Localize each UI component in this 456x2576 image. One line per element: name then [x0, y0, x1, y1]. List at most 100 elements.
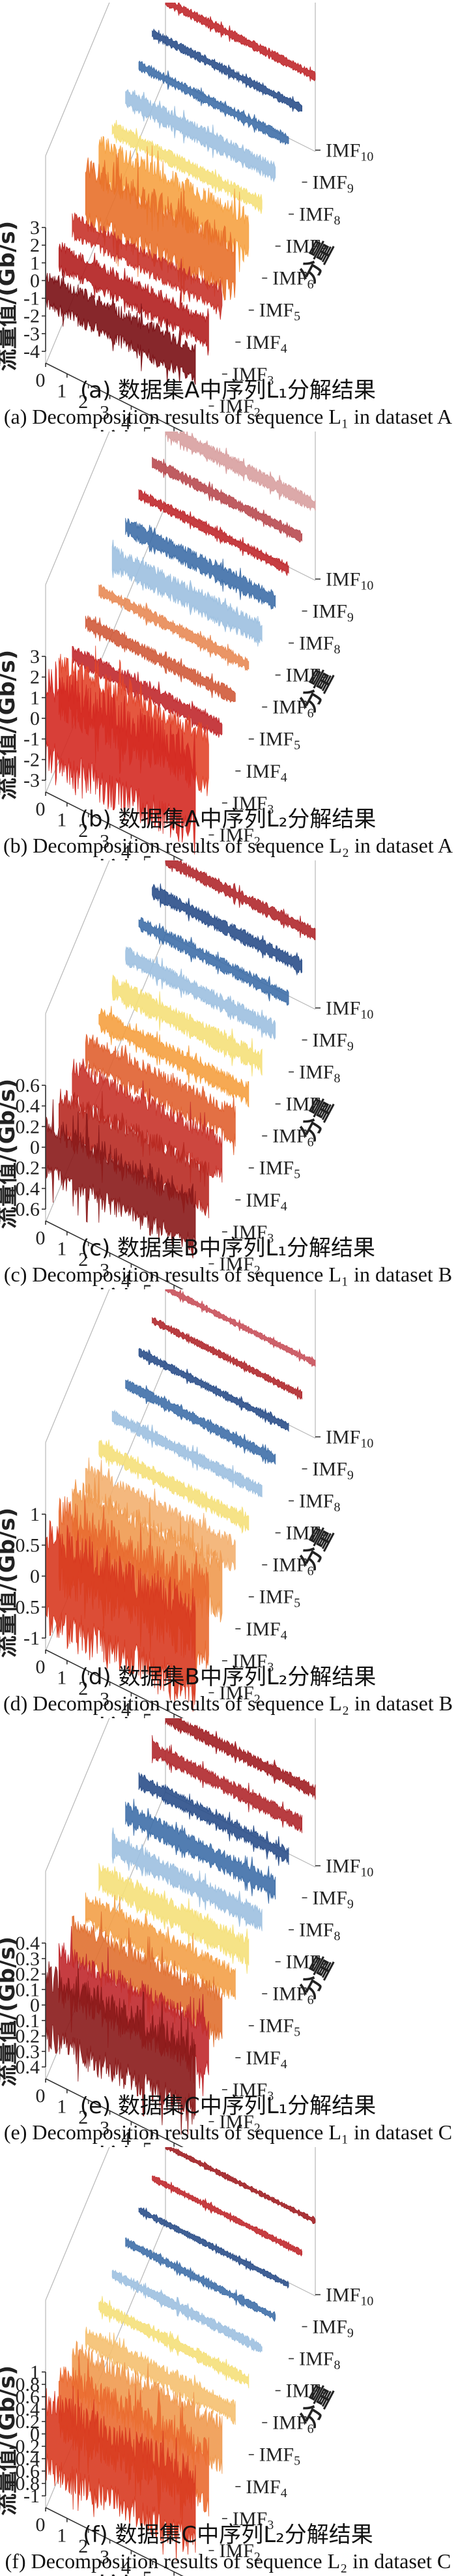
- z-axis: IMF1 IMF2 IMF3 IMF4 IMF5 IMF6 IMF7 IMF8 IMF9 IMF1…: [206, 997, 373, 1289]
- x-axis: 01234567: [36, 2078, 184, 2147]
- z-tick-label: IMF4: [246, 2047, 287, 2071]
- x-axis-line: [45, 2507, 184, 2576]
- series-imf5: [98, 2296, 249, 2389]
- series-imf4: [85, 2326, 236, 2425]
- frame-edge: [45, 1289, 110, 1443]
- series-imf8: [138, 1772, 289, 1866]
- z-tick-label: IMF9: [313, 171, 354, 196]
- z-axis: IMF1 IMF2 IMF3 IMF4 IMF5 IMF6 IMF7 IMF8 IMF9 IMF1…: [206, 1426, 373, 1718]
- x-axis-label: 时刻: [85, 1287, 129, 1289]
- series-imf6: [111, 1827, 263, 1931]
- x-axis-label: 时刻: [85, 1716, 129, 1718]
- x-tick-label: 3: [100, 830, 109, 852]
- z-tick-label: IMF5: [259, 300, 300, 324]
- y-axis-label: 流量值/(Gb/s): [0, 1508, 20, 1658]
- x-tick-label: 1: [57, 2096, 66, 2117]
- caption-en: (d) Decomposition results of sequence L₂…: [3, 1691, 453, 1715]
- series-imf5: [98, 584, 249, 671]
- x-axis: 01234567: [36, 362, 184, 432]
- y-axis: 1 0.5 0 -0.5 -1: [9, 1504, 46, 1649]
- series-imf10: [165, 432, 316, 512]
- x-tick-label: 2: [78, 391, 88, 413]
- x-tick-label: 2: [78, 820, 88, 842]
- chart-panel-2: 3210-1-2-3流量值/(Gb/s)01234567时刻×10³IMF1IM…: [0, 432, 453, 860]
- series-imf1: [45, 656, 196, 855]
- z-tick-label: IMF3: [233, 793, 274, 817]
- z-tick-label: IMF4: [246, 2476, 287, 2500]
- frame-edge: [45, 3, 110, 156]
- series-imf4: [85, 1034, 236, 1156]
- y-tick-label: 0.4: [16, 2399, 40, 2420]
- y-tick-label: 0.8: [16, 2374, 40, 2395]
- x-tick-label: 0: [36, 1656, 46, 1678]
- series-imf1: [45, 1099, 196, 1259]
- y-tick-label: 0: [30, 2423, 40, 2445]
- z-tick-label: IMF8: [299, 1491, 340, 1515]
- z-tick-label: IMF7: [286, 236, 327, 260]
- y-tick-label: -0.1: [9, 2010, 40, 2032]
- series-imf6: [111, 119, 263, 214]
- x-tick-label: 5: [143, 423, 152, 432]
- series-imf9: [152, 1735, 302, 1834]
- x-tick-label: 4: [121, 1699, 131, 1718]
- y-tick-label: 1: [30, 1504, 40, 1525]
- series-imf7: [125, 2237, 276, 2322]
- series-imf7: [125, 89, 276, 183]
- series-imf8: [138, 1347, 289, 1432]
- x-tick-label: 3: [100, 1259, 109, 1281]
- series-imf6: [111, 974, 263, 1077]
- series-imf10: [165, 3, 316, 81]
- z-tick-label: IMF6: [272, 1983, 313, 2008]
- z-tick-label: IMF2: [219, 1682, 260, 1706]
- x-tick-label: 3: [100, 2546, 109, 2568]
- z-tick-label: IMF3: [233, 1650, 274, 1675]
- x-tick-label: 4: [121, 413, 131, 432]
- series-imf7: [125, 946, 276, 1040]
- series-imf7: [125, 1798, 276, 1904]
- y-tick-label: 2: [30, 667, 40, 688]
- z-tick-label: IMF2: [219, 2111, 260, 2135]
- series-imf6: [111, 1409, 263, 1498]
- series-imf1: [45, 269, 196, 385]
- x-axis-line: [45, 1220, 184, 1289]
- z-tick-label: IMF8: [299, 1920, 340, 1944]
- z-tick-label: IMF8: [299, 204, 340, 228]
- x-axis: 01234567: [36, 2507, 184, 2576]
- series-imf6: [111, 2269, 263, 2353]
- series-imf8: [138, 60, 289, 145]
- caption-cn: (b) 数据集A中序列L₂分解结果: [80, 806, 377, 832]
- series-imf9: [152, 1317, 302, 1400]
- x-tick-label: 5: [143, 1710, 152, 1718]
- x-axis-label: 时刻: [85, 2573, 129, 2576]
- x-axis-line: [45, 362, 184, 432]
- y-tick-label: 0.6: [16, 2386, 40, 2408]
- series-imf5: [98, 1006, 249, 1108]
- series-imf5: [98, 1863, 249, 1974]
- x-tick-label: 3: [100, 2117, 109, 2139]
- chart-panel-5: 0.40.30.20.10-0.1-0.2-0.3-0.4流量值/(Gb/s)0…: [0, 1718, 452, 2147]
- caption-cn: (d) 数据集B中序列L₂分解结果: [80, 1664, 377, 1690]
- z-tick-label: IMF1: [206, 1285, 247, 1289]
- series-imf9: [152, 883, 302, 976]
- x-tick-label: 4: [121, 1270, 131, 1289]
- y-axis-label: 流量值/(Gb/s): [0, 1937, 20, 2086]
- y-tick-label: -3: [23, 770, 40, 791]
- z-tick-label: IMF6: [272, 2412, 313, 2437]
- y-tick-label: -0.4: [9, 2448, 40, 2470]
- y-tick-label: 3: [30, 217, 40, 239]
- y-tick-label: 0.6: [16, 1075, 40, 1096]
- x-tick-label: 4: [121, 2128, 131, 2147]
- z-tick-label: IMF9: [313, 600, 354, 624]
- series-imf4: [85, 615, 236, 703]
- z-tick-label: IMF1: [206, 2143, 247, 2147]
- series-imf4: [85, 1457, 236, 1572]
- x-tick-label: 5: [143, 852, 152, 860]
- z-tick-label: IMF6: [272, 1126, 313, 1150]
- z-tick-label: IMF2: [219, 396, 260, 420]
- y-tick-label: 0.2: [16, 2411, 40, 2433]
- y-tick-label: -1: [23, 1628, 40, 1649]
- y-tick-label: 2: [30, 235, 40, 256]
- x-axis-label: 时刻: [85, 858, 129, 860]
- x-tick-label: 5: [143, 2139, 152, 2147]
- caption-en: (c) Decomposition results of sequence L₁…: [4, 1263, 452, 1286]
